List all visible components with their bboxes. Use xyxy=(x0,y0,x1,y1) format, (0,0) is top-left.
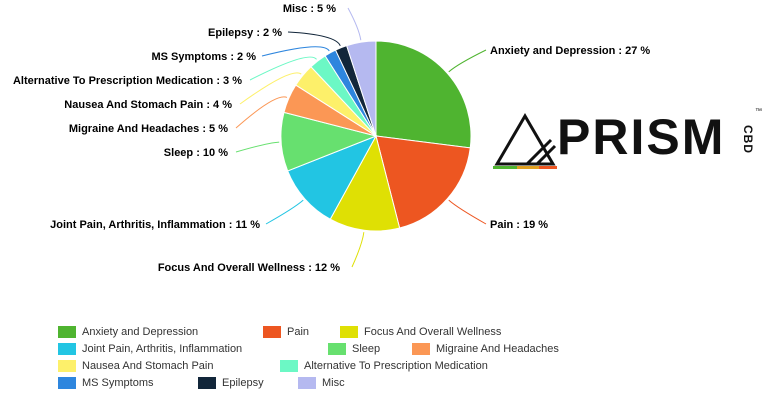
legend-swatch xyxy=(263,326,281,338)
slice-label: Pain : 19 % xyxy=(490,219,548,231)
legend-swatch xyxy=(58,326,76,338)
legend-label: Joint Pain, Arthritis, Inflammation xyxy=(82,343,243,355)
legend-label: Nausea And Stomach Pain xyxy=(82,360,214,372)
leader-line xyxy=(448,49,487,73)
legend-item[interactable]: MS Symptoms xyxy=(58,377,154,389)
slice-label: Epilepsy : 2 % xyxy=(208,27,282,39)
slice-label: Migraine And Headaches : 5 % xyxy=(69,123,228,135)
legend-label: Epilepsy xyxy=(222,377,264,389)
leader-line xyxy=(347,7,362,41)
legend-swatch xyxy=(328,343,346,355)
legend-label: Anxiety and Depression xyxy=(82,326,199,338)
legend-label: Misc xyxy=(322,377,345,389)
leader-line xyxy=(287,31,341,47)
legend-swatch xyxy=(412,343,430,355)
prism-logo-mark xyxy=(493,113,557,169)
legend-item[interactable]: Focus And Overall Wellness xyxy=(340,326,501,338)
leader-line xyxy=(239,72,302,105)
legend-label: MS Symptoms xyxy=(82,377,154,389)
leader-line xyxy=(249,56,317,81)
slice-label: Alternative To Prescription Medication :… xyxy=(13,75,242,87)
legend-swatch xyxy=(198,377,216,389)
pie-slice xyxy=(375,135,471,229)
legend-label: Alternative To Prescription Medication xyxy=(304,360,488,372)
legend-swatch xyxy=(58,343,76,355)
prism-cbd-logo: PRISM CBD ™ xyxy=(493,108,765,172)
legend-item[interactable]: Migraine And Headaches xyxy=(412,343,559,355)
legend-item[interactable]: Joint Pain, Arthritis, Inflammation xyxy=(58,343,242,355)
legend-swatch xyxy=(58,377,76,389)
slice-label: Sleep : 10 % xyxy=(164,147,228,159)
legend-item[interactable]: Anxiety and Depression xyxy=(58,326,198,338)
legend-item[interactable]: Epilepsy xyxy=(198,377,264,389)
slice-label: MS Symptoms : 2 % xyxy=(151,51,256,63)
slice-label: Nausea And Stomach Pain : 4 % xyxy=(64,99,232,111)
logo-trademark: ™ xyxy=(755,108,762,115)
legend-item[interactable]: Pain xyxy=(263,326,309,338)
slice-label: Misc : 5 % xyxy=(283,3,336,15)
leader-line xyxy=(235,96,288,129)
pie-slice xyxy=(329,134,401,232)
legend-swatch xyxy=(280,360,298,372)
leader-line xyxy=(448,199,487,225)
leader-line xyxy=(351,232,365,268)
legend-item[interactable]: Sleep xyxy=(328,343,380,355)
pie-chart: Anxiety and Depression : 27 % Pain : 19 %… xyxy=(13,3,650,274)
pie-slice xyxy=(346,40,377,137)
legend-swatch xyxy=(340,326,358,338)
legend-label: Migraine And Headaches xyxy=(436,343,559,355)
legend-item[interactable]: Alternative To Prescription Medication xyxy=(280,360,488,372)
legend-swatch xyxy=(58,360,76,372)
slice-label: Focus And Overall Wellness : 12 % xyxy=(158,262,340,274)
chart-legend: Anxiety and Depression Pain Focus And Over… xyxy=(58,326,758,396)
leader-line xyxy=(261,46,330,57)
legend-swatch xyxy=(298,377,316,389)
legend-item[interactable]: Nausea And Stomach Pain xyxy=(58,360,213,372)
pie-slice xyxy=(287,135,378,220)
logo-text: PRISM xyxy=(557,109,726,165)
legend-label: Sleep xyxy=(352,343,381,355)
slice-label: Joint Pain, Arthritis, Inflammation : 11… xyxy=(50,219,260,231)
legend-label: Pain xyxy=(287,326,310,338)
logo-cbd-text: CBD xyxy=(741,124,755,154)
leader-line xyxy=(235,141,280,153)
legend-item[interactable]: Misc xyxy=(298,377,345,389)
leader-line xyxy=(265,199,304,225)
pie-slice xyxy=(375,40,472,149)
legend-label: Focus And Overall Wellness xyxy=(364,326,502,338)
slice-label: Anxiety and Depression : 27 % xyxy=(490,45,650,57)
